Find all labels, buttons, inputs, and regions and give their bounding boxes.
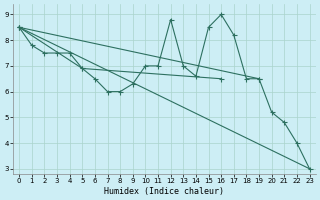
- X-axis label: Humidex (Indice chaleur): Humidex (Indice chaleur): [104, 187, 224, 196]
